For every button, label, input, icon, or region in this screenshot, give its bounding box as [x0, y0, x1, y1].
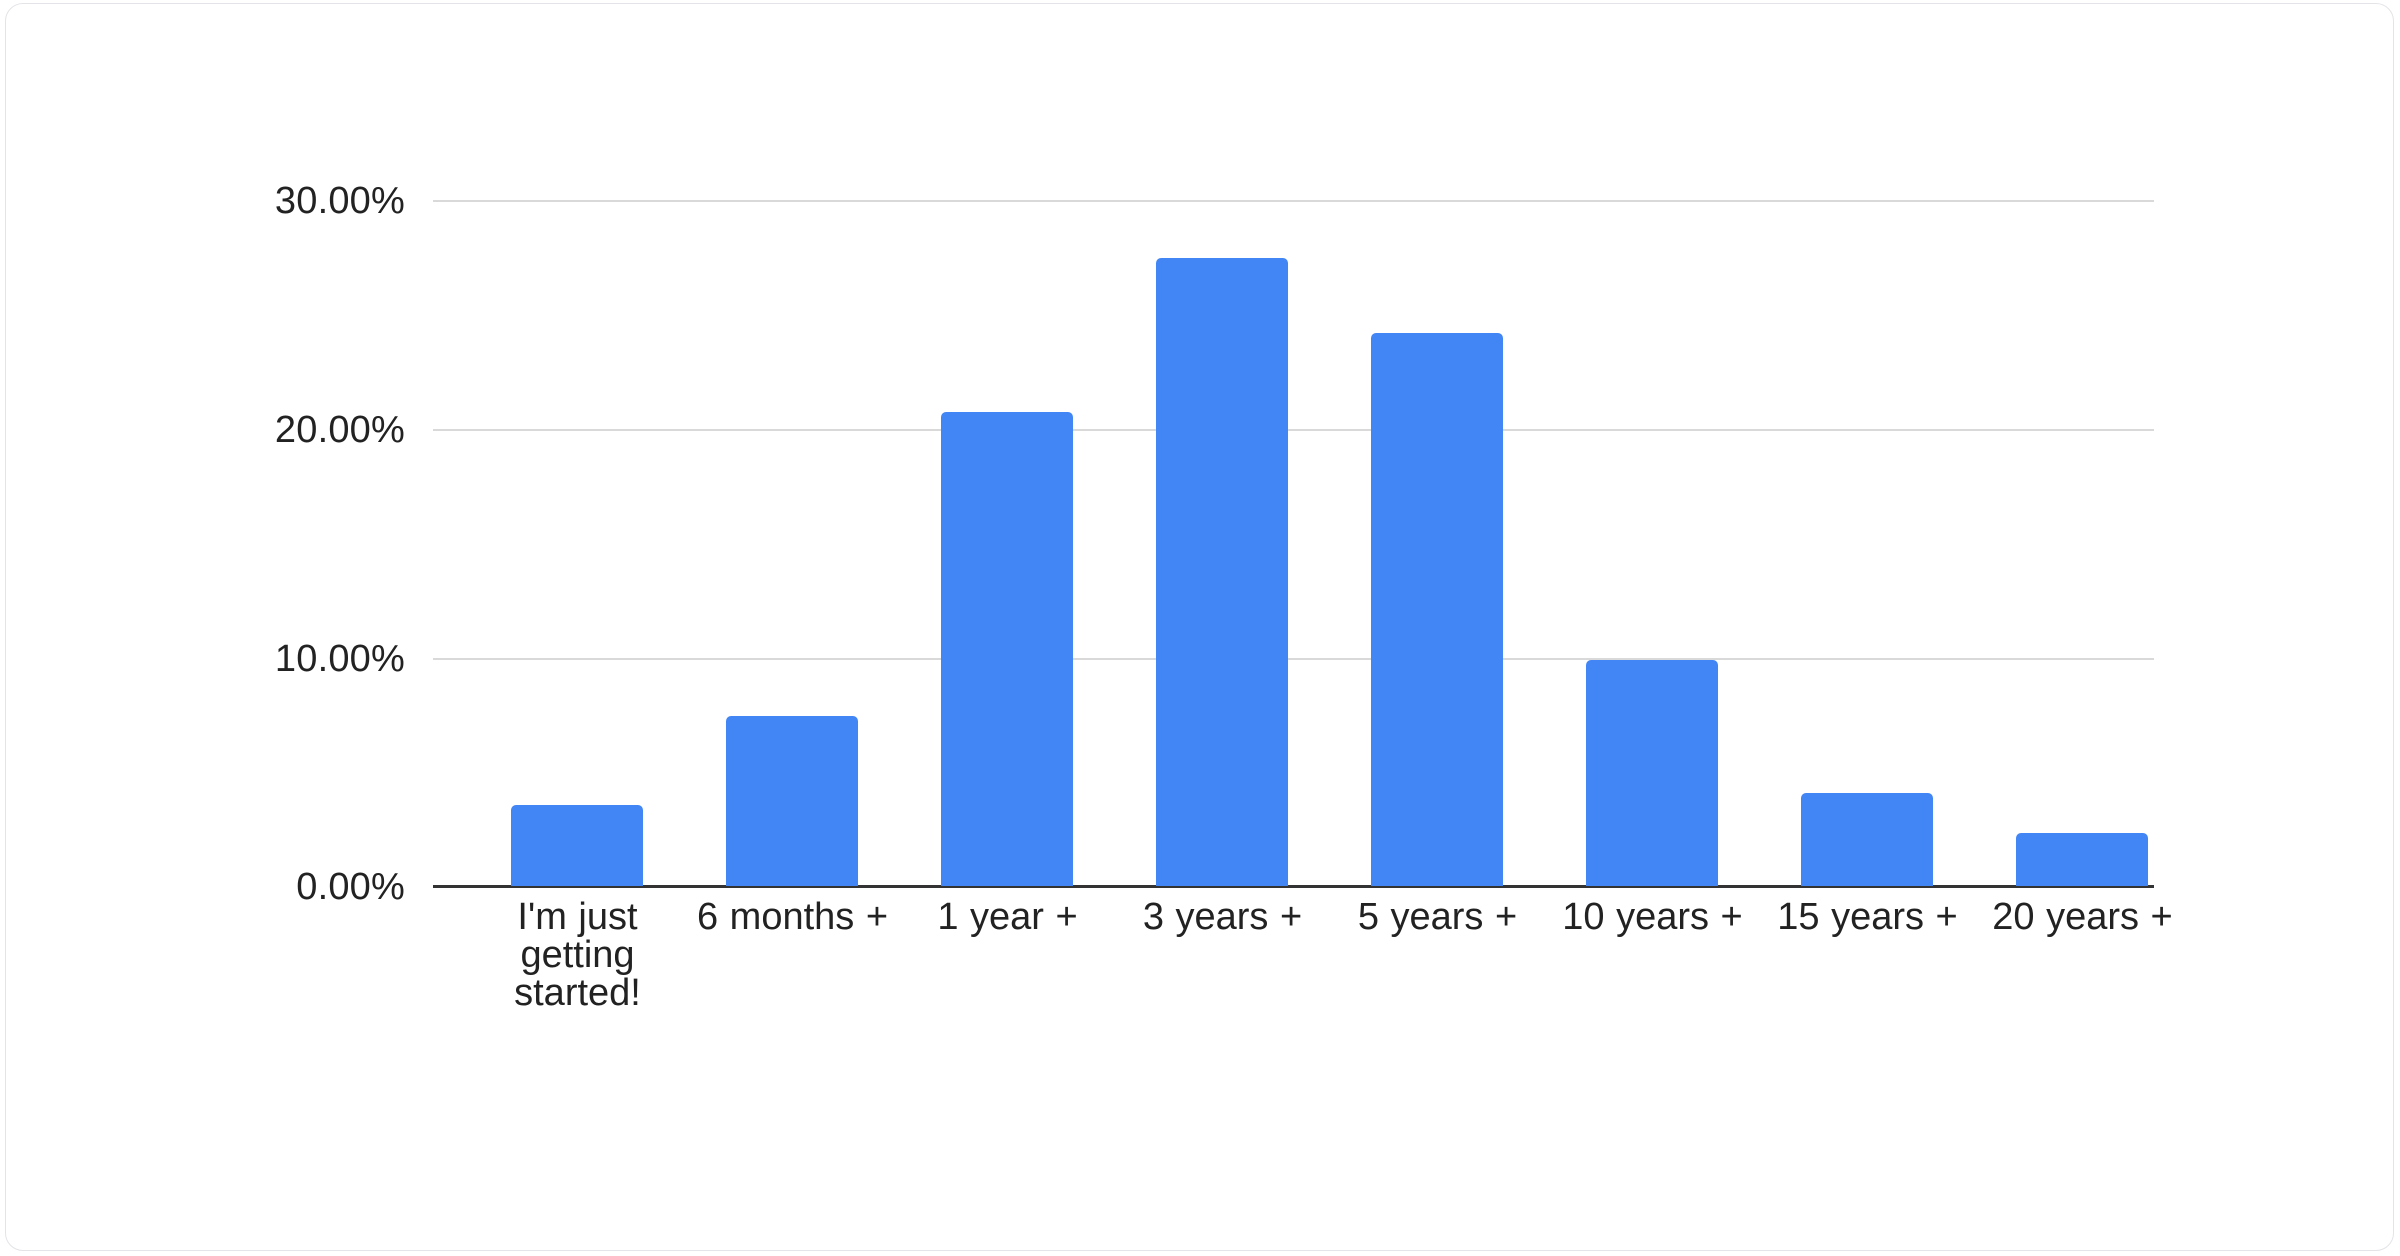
- bar-10-years[interactable]: [1586, 659, 1718, 886]
- x-axis-label-1: 6 months +: [696, 896, 889, 938]
- y-axis-tick-10: 10.00%: [274, 638, 405, 680]
- bar-im-just-getting-started[interactable]: [511, 804, 643, 886]
- bar-6-months[interactable]: [726, 716, 858, 886]
- bar-1-year[interactable]: [941, 412, 1073, 886]
- chart-card: 30.00% 20.00% 10.00% 0.00%: [5, 3, 2394, 1251]
- y-axis-tick-20: 20.00%: [274, 409, 405, 451]
- bar-chart: 30.00% 20.00% 10.00% 0.00%: [6, 4, 2395, 1252]
- bars-layer: [6, 4, 2395, 1252]
- bar-3-years[interactable]: [1156, 257, 1288, 886]
- gridline-20: [433, 429, 2154, 431]
- x-axis-label-3: 3 years +: [1142, 896, 1303, 938]
- bar-20-years[interactable]: [2016, 833, 2148, 886]
- axis-baseline: [433, 885, 2154, 888]
- y-axis-tick-30: 30.00%: [274, 180, 405, 222]
- gridline-10: [433, 658, 2154, 660]
- bar-15-years[interactable]: [1801, 792, 1933, 886]
- gridline-30: [433, 200, 2154, 202]
- x-axis-labels: I'm just getting started! 6 months + 1 y…: [6, 4, 2395, 1252]
- x-axis-label-0: I'm just getting started!: [514, 896, 641, 1014]
- x-axis-label-4: 5 years +: [1357, 896, 1518, 938]
- x-axis-label-6: 15 years +: [1777, 896, 1958, 938]
- bar-5-years[interactable]: [1371, 332, 1503, 886]
- x-axis-label-2: 1 year +: [937, 896, 1078, 938]
- x-axis-label-7: 20 years +: [1992, 896, 2173, 938]
- x-axis-label-5: 10 years +: [1562, 896, 1743, 938]
- y-axis-tick-0: 0.00%: [296, 866, 405, 908]
